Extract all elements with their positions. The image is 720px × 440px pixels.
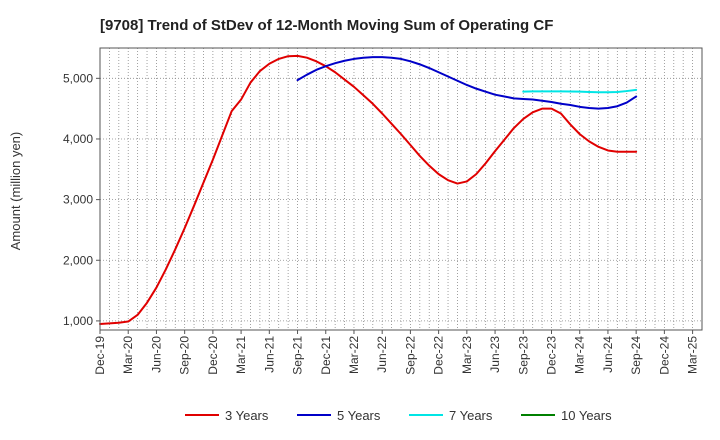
x-tick-label: Jun-21 <box>262 336 276 373</box>
legend-label: 3 Years <box>225 408 269 423</box>
legend-item-5-years: 5 Years <box>297 408 381 423</box>
series-lines <box>99 54 638 325</box>
series-line-5-years <box>296 56 638 110</box>
legend-label: 10 Years <box>561 408 612 423</box>
x-tick-label: Sep-22 <box>403 336 417 375</box>
x-tick-label: Dec-21 <box>319 336 333 375</box>
x-tick-label: Sep-21 <box>291 336 305 375</box>
x-tick-label: Mar-24 <box>573 336 587 374</box>
x-tick-label: Sep-23 <box>516 336 530 375</box>
legend-item-10-years: 10 Years <box>521 408 612 423</box>
x-axis: Dec-19 Mar-20 Jun-20 Sep-20 Dec-20 Mar-21 Jun-… <box>93 330 700 375</box>
x-tick-label: Mar-22 <box>347 336 361 374</box>
plot-border <box>99 47 703 331</box>
y-axis: 1,000 2,000 3,000 4,000 5,000 <box>63 71 100 328</box>
legend-item-3-years: 3 Years <box>185 408 269 423</box>
grid <box>100 48 702 330</box>
y-tick-label: 5,000 <box>63 71 93 85</box>
y-tick-label: 1,000 <box>63 314 93 328</box>
x-tick-label: Jun-22 <box>375 336 389 373</box>
x-tick-label: Jun-24 <box>601 336 615 373</box>
legend-item-7-years: 7 Years <box>409 408 493 423</box>
x-tick-label: Dec-22 <box>432 336 446 375</box>
x-tick-label: Mar-23 <box>460 336 474 374</box>
y-tick-label: 3,000 <box>63 193 93 207</box>
x-tick-label: Dec-19 <box>93 336 107 375</box>
legend-label: 5 Years <box>337 408 381 423</box>
y-tick-label: 2,000 <box>63 253 93 267</box>
legend: 3 Years 5 Years 7 Years 10 Years <box>185 408 612 423</box>
series-line-7-years <box>522 88 638 94</box>
series-line-3-years <box>99 54 638 325</box>
x-tick-label: Dec-23 <box>545 336 559 375</box>
x-tick-label: Jun-20 <box>149 336 163 373</box>
x-tick-label: Sep-24 <box>629 336 643 375</box>
x-tick-label: Mar-25 <box>686 336 700 374</box>
x-tick-label: Mar-21 <box>234 336 248 374</box>
x-tick-label: Sep-20 <box>178 336 192 375</box>
x-tick-label: Dec-20 <box>206 336 220 375</box>
chart-title: [9708] Trend of StDev of 12-Month Moving… <box>100 17 553 34</box>
x-tick-label: Mar-20 <box>121 336 135 374</box>
legend-label: 7 Years <box>449 408 493 423</box>
x-tick-label: Jun-23 <box>488 336 502 373</box>
y-axis-label: Amount (million yen) <box>8 132 23 251</box>
x-tick-label: Dec-24 <box>657 336 671 375</box>
y-tick-label: 4,000 <box>63 132 93 146</box>
